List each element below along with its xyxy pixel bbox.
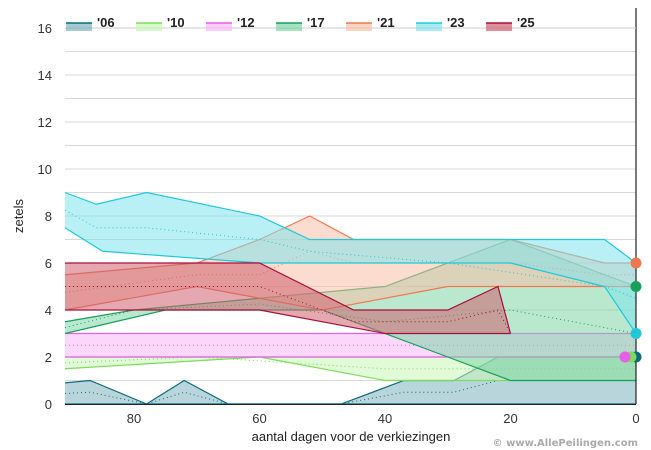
legend-item: '12 bbox=[206, 15, 255, 31]
legend-swatch bbox=[346, 23, 372, 31]
legend-label: '23 bbox=[447, 15, 465, 30]
series-low-line bbox=[65, 309, 511, 335]
series-25 bbox=[65, 262, 512, 335]
x-tick-label: 60 bbox=[252, 411, 266, 426]
legend-label: '10 bbox=[167, 15, 185, 30]
series-mean-line bbox=[64, 356, 636, 370]
series-band bbox=[65, 263, 511, 334]
series-high-line bbox=[65, 262, 512, 334]
end-dot-21 bbox=[630, 257, 642, 269]
legend-label: '06 bbox=[97, 15, 115, 30]
end-dot-12 bbox=[619, 351, 631, 363]
end-dot-17 bbox=[630, 281, 642, 292]
y-tick-label: 8 bbox=[45, 209, 52, 224]
y-tick-label: 2 bbox=[45, 350, 52, 365]
y-tick-label: 0 bbox=[45, 397, 52, 412]
legend-swatch bbox=[206, 23, 232, 31]
legend-item: '06 bbox=[66, 15, 115, 31]
x-tick-label: 40 bbox=[378, 411, 392, 426]
legend: '06 '10 '12 '17 '21 '23 '25 bbox=[65, 15, 636, 31]
legend-swatch bbox=[136, 23, 162, 31]
y-tick-label: 14 bbox=[38, 68, 52, 83]
legend-item: '25 bbox=[486, 15, 535, 31]
legend-item: '21 bbox=[346, 15, 395, 31]
x-tick-label: 20 bbox=[503, 411, 517, 426]
legend-swatch bbox=[66, 23, 92, 31]
series-23 bbox=[64, 191, 637, 334]
series-mean-line bbox=[64, 209, 637, 299]
end-dot-23 bbox=[630, 328, 642, 339]
y-tick-label: 12 bbox=[38, 115, 52, 130]
x-axis-label: aantal dagen voor de verkiezingen bbox=[252, 429, 451, 444]
legend-item: '10 bbox=[136, 15, 185, 31]
legend-label: '17 bbox=[307, 15, 325, 30]
end-dots bbox=[619, 257, 642, 363]
y-axis-label: zetels bbox=[11, 199, 26, 233]
x-tick-label: 80 bbox=[127, 411, 141, 426]
legend-label: '25 bbox=[517, 15, 535, 30]
y-tick-label: 4 bbox=[45, 303, 52, 318]
legend-item: '23 bbox=[416, 15, 465, 31]
y-tick-labels: 0 2 4 6 8 10 12 14 16 bbox=[38, 21, 52, 412]
legend-label: '12 bbox=[237, 15, 255, 30]
y-tick-label: 16 bbox=[38, 21, 52, 36]
watermark: © www.AllePeilingen.com bbox=[493, 438, 638, 449]
legend-swatch bbox=[416, 23, 442, 31]
legend-item: '17 bbox=[276, 15, 325, 31]
x-tick-labels: 80 60 40 20 0 bbox=[127, 411, 640, 426]
series-high-line bbox=[64, 191, 637, 264]
series-areas bbox=[64, 191, 637, 405]
y-tick-label: 6 bbox=[45, 256, 52, 271]
x-tick-label: 0 bbox=[632, 411, 639, 426]
legend-swatch bbox=[486, 23, 512, 31]
legend-label: '21 bbox=[377, 15, 395, 30]
y-tick-label: 10 bbox=[38, 162, 52, 177]
legend-swatch bbox=[276, 23, 302, 31]
